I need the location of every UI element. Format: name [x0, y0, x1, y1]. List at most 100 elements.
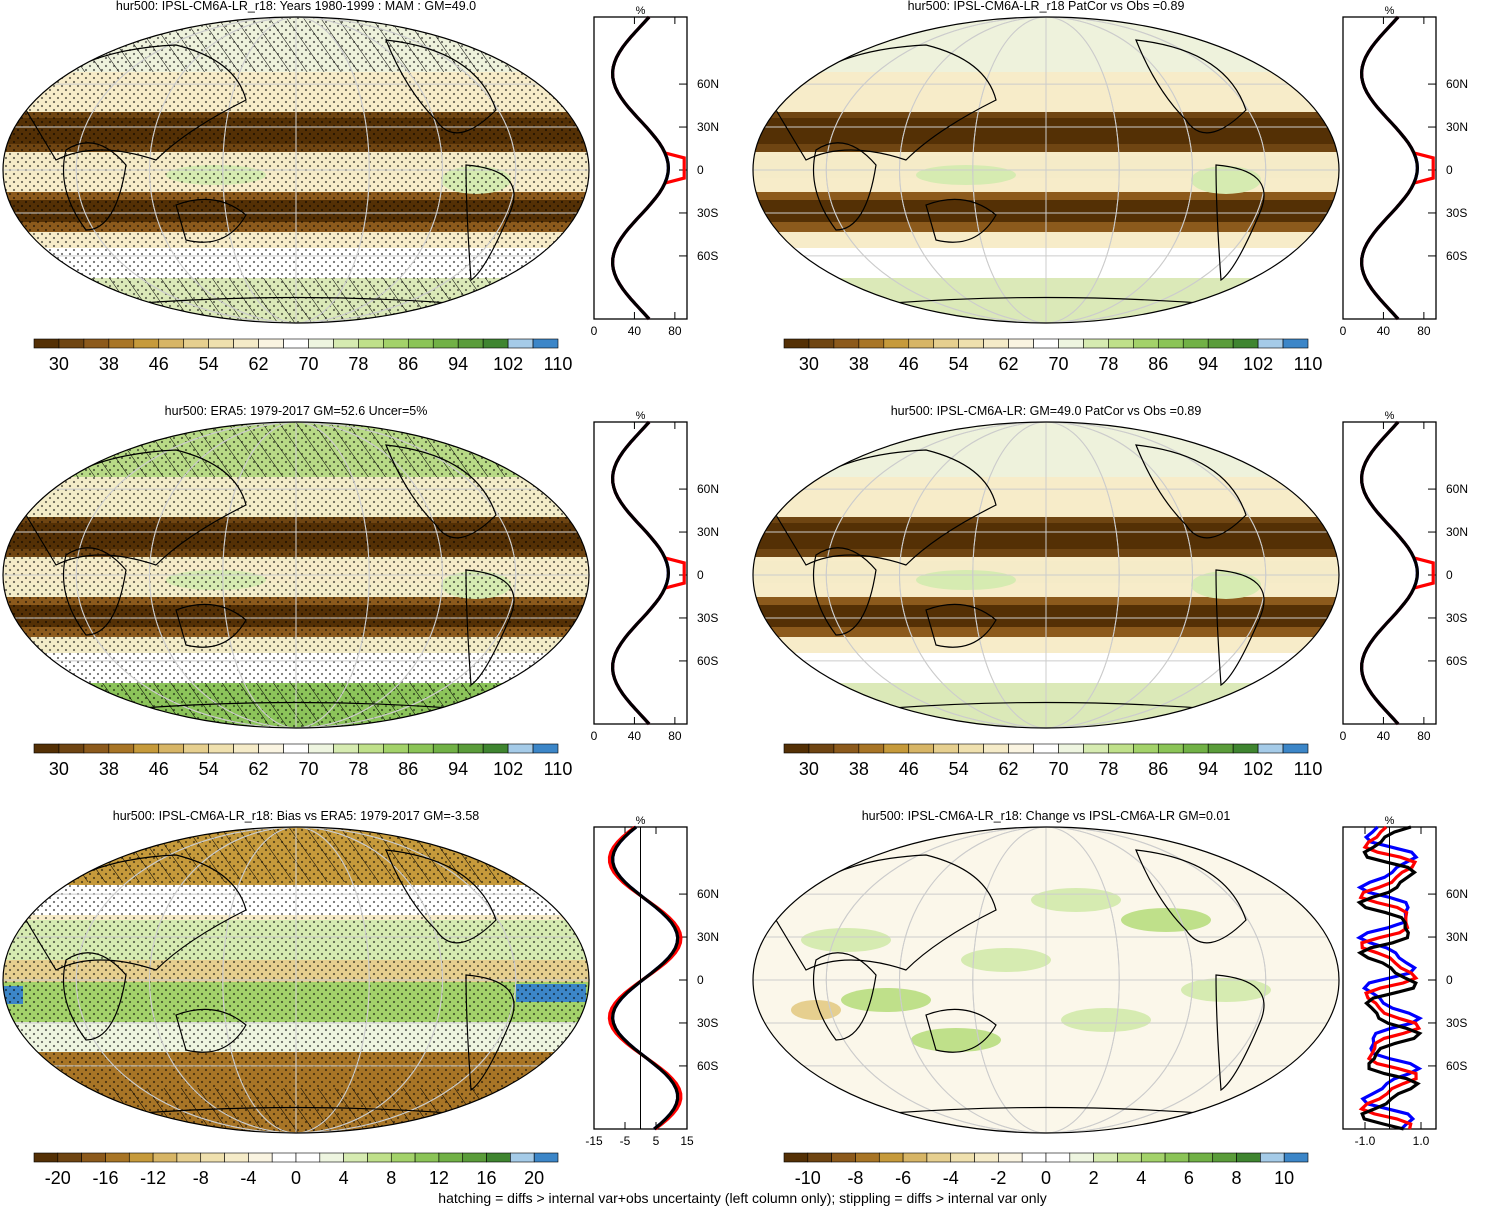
- colorbar-label: 62: [999, 759, 1019, 779]
- profile-series-1: [1359, 420, 1435, 726]
- colorbar-swatch: [1069, 1152, 1094, 1163]
- colorbar-label: 86: [398, 759, 418, 779]
- coastline: [175, 603, 247, 648]
- colorbar-swatch: [438, 1152, 464, 1163]
- profile-value-label: 80: [1417, 324, 1431, 338]
- map-border: [2, 421, 590, 729]
- colorbar-label: 30: [49, 354, 69, 374]
- colorbar-swatch: [83, 338, 110, 349]
- coastline: [385, 849, 497, 944]
- colorbar-swatch: [183, 743, 209, 754]
- zonal-profile: % 60N 30N 0 30S 60S 0 40 80: [591, 5, 719, 338]
- colorbar-label: 6: [1184, 1168, 1194, 1188]
- zonal-profile: % 60N 30N 0 30S 60S 0 40 80: [591, 410, 719, 743]
- colorbar-label: 110: [1294, 759, 1323, 779]
- coastline: [25, 449, 247, 566]
- colorbar-swatch: [1093, 1152, 1118, 1163]
- colorbar-swatch: [1058, 743, 1084, 754]
- colorbar-swatch: [105, 1152, 130, 1163]
- panel-title: hur500: IPSL-CM6A-LR_r18 PatCor vs Obs =…: [907, 0, 1185, 13]
- colorbar-swatch: [1008, 743, 1034, 754]
- profile-lat-label: 0: [697, 163, 704, 177]
- colorbar-swatch: [152, 1152, 178, 1163]
- coastline: [62, 142, 127, 231]
- colorbar-swatch: [271, 1152, 297, 1163]
- colorbar-swatch: [831, 1152, 856, 1163]
- colorbar-swatch: [883, 338, 910, 349]
- colorbar-label: 38: [849, 354, 869, 374]
- colorbar-swatch: [57, 1152, 82, 1163]
- coastline: [175, 198, 247, 243]
- colorbar-swatch: [1045, 1152, 1071, 1163]
- colorbar-label: 54: [199, 759, 219, 779]
- profile-unit: %: [636, 410, 646, 422]
- colorbar-swatch: [833, 338, 860, 349]
- coastline: [115, 1106, 477, 1116]
- colorbar-swatch: [532, 338, 559, 349]
- profile-value-label: 0: [1340, 729, 1347, 743]
- map-border: [2, 826, 590, 1134]
- coastline: [925, 198, 997, 243]
- colorbar-swatch: [1108, 338, 1134, 349]
- colorbar-swatch: [128, 1152, 154, 1163]
- zonal-profile: % 60N 30N 0 30S 60S -15 -5 5 15: [585, 815, 719, 1148]
- colorbar: 30 38 46 54 62 70 78 86 94 102 110: [783, 743, 1323, 779]
- colorbar-label: 86: [1148, 354, 1168, 374]
- profile-lat-label: 60N: [697, 77, 719, 91]
- colorbar-label: 10: [1274, 1168, 1294, 1188]
- colorbar-label: 110: [544, 759, 573, 779]
- profile-value-label: 40: [628, 729, 642, 743]
- profile-frame: [1342, 16, 1437, 320]
- colorbar-swatch: [1157, 338, 1184, 349]
- colorbar: 30 38 46 54 62 70 78 86 94 102 110: [33, 743, 573, 779]
- coastline: [775, 449, 997, 566]
- colorbar-label: 102: [1243, 354, 1273, 374]
- profile-value-label: 40: [1377, 324, 1391, 338]
- colorbar-label: 30: [799, 354, 819, 374]
- map-border: [752, 826, 1340, 1134]
- profile-value-label: 15: [680, 1134, 694, 1148]
- coastline: [62, 952, 127, 1041]
- colorbar-swatch: [1083, 338, 1109, 349]
- colorbar-swatch: [1133, 743, 1159, 754]
- profile-lat-label: 30S: [697, 206, 718, 220]
- profile-value-label: 80: [1417, 729, 1431, 743]
- colorbar-swatch: [1207, 338, 1234, 349]
- colorbar-swatch: [383, 743, 409, 754]
- colorbar-label: 0: [291, 1168, 301, 1188]
- profile-value-label: 1.0: [1413, 1134, 1430, 1148]
- colorbar-label: 78: [1098, 759, 1118, 779]
- colorbar-swatch: [808, 743, 835, 754]
- colorbar-swatch: [33, 338, 60, 349]
- colorbar-swatch: [358, 743, 384, 754]
- colorbar-label: 62: [999, 354, 1019, 374]
- profile-lat-label: 30S: [1446, 206, 1467, 220]
- profile-value-label: 40: [1377, 729, 1391, 743]
- colorbar-swatch: [902, 1152, 928, 1163]
- map-border: [2, 16, 590, 324]
- colorbar-label: 46: [149, 759, 169, 779]
- profile-lat-label: 30S: [1446, 1016, 1467, 1030]
- profile-lat-label: 60S: [697, 1059, 718, 1073]
- zonal-profile: % 60N 30N 0 30S 60S -1.0 1.0: [1342, 815, 1468, 1148]
- colorbar-swatch: [958, 338, 984, 349]
- colorbar-label: 94: [448, 354, 468, 374]
- colorbar: 30 38 46 54 62 70 78 86 94 102 110: [33, 338, 572, 374]
- colorbar-label: 8: [386, 1168, 396, 1188]
- profile-value-label: 40: [628, 324, 642, 338]
- colorbar-label: 70: [298, 354, 318, 374]
- colorbar-label: 78: [348, 759, 368, 779]
- colorbar-swatch: [258, 743, 284, 754]
- colorbar-label: 78: [348, 354, 368, 374]
- map-0: [2, 16, 590, 324]
- zonal-profile: % 60N 30N 0 30S 60S 0 40 80: [1340, 410, 1468, 743]
- colorbar-swatch: [950, 1152, 975, 1163]
- profile-series-2: [1359, 15, 1420, 321]
- colorbar-swatch: [878, 1152, 904, 1163]
- colorbar-label: 2: [1089, 1168, 1099, 1188]
- coastline: [115, 701, 477, 711]
- colorbar-label: 38: [99, 354, 119, 374]
- coastline: [865, 296, 1227, 306]
- colorbar-swatch: [432, 338, 459, 349]
- profile-lat-label: 60S: [1446, 1059, 1467, 1073]
